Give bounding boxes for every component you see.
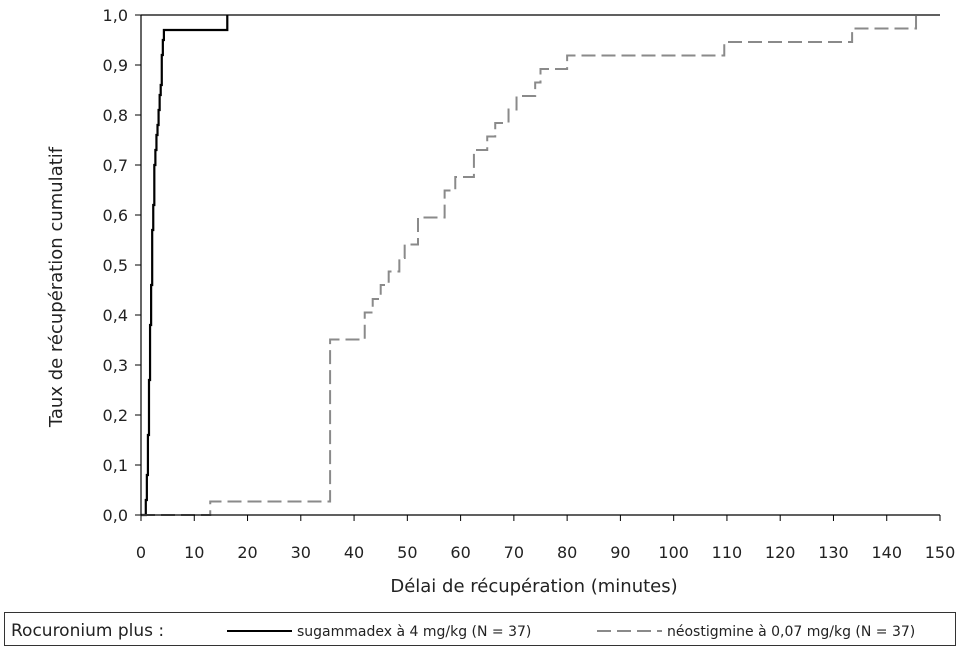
y-tick-label: 0,7 xyxy=(103,156,128,175)
x-tick-label: 20 xyxy=(237,543,257,562)
y-tick-label: 0,3 xyxy=(103,356,128,375)
x-tick-label: 70 xyxy=(504,543,524,562)
legend-prefix: Rocuronium plus : xyxy=(11,621,164,641)
x-tick-label: 130 xyxy=(818,543,849,562)
y-tick-label: 0,1 xyxy=(103,456,128,475)
y-tick-label: 0,4 xyxy=(103,306,128,325)
legend-entry-neostigmine: néostigmine à 0,07 mg/kg (N = 37) xyxy=(667,624,915,640)
legend: Rocuronium plus : sugammadex à 4 mg/kg (… xyxy=(4,612,956,646)
legend-entry-sugammadex: sugammadex à 4 mg/kg (N = 37) xyxy=(297,624,531,640)
y-tick-label: 1,0 xyxy=(103,6,128,25)
y-tick-label: 0,9 xyxy=(103,56,128,75)
y-axis-title: Taux de récupération cumulatif xyxy=(46,146,67,428)
series-line-1 xyxy=(141,15,918,516)
x-tick-label: 30 xyxy=(291,543,311,562)
x-tick-label: 0 xyxy=(136,543,146,562)
y-tick-label: 0,2 xyxy=(103,406,128,425)
legend-svg: Rocuronium plus : sugammadex à 4 mg/kg (… xyxy=(11,621,915,641)
x-tick-label: 10 xyxy=(184,543,204,562)
x-tick-label: 150 xyxy=(925,543,956,562)
x-axis-title: Délai de récupération (minutes) xyxy=(390,576,677,597)
y-tick-label: 0,0 xyxy=(103,506,128,525)
x-tick-label: 140 xyxy=(871,543,902,562)
y-tick-label: 0,6 xyxy=(103,206,128,225)
plot-area xyxy=(141,15,918,517)
x-tick-label: 40 xyxy=(344,543,364,562)
axes: 0 10 20 30 40 50 60 70 80 90 100 110 120 130 140 150 0,0… xyxy=(103,6,956,562)
series-line-0 xyxy=(141,15,229,517)
x-tick-label: 90 xyxy=(610,543,630,562)
x-tick-label: 80 xyxy=(557,543,577,562)
x-tick-label: 100 xyxy=(658,543,689,562)
y-tick-label: 0,5 xyxy=(103,256,128,275)
x-tick-label: 110 xyxy=(712,543,743,562)
x-tick-label: 50 xyxy=(397,543,417,562)
x-tick-label: 60 xyxy=(450,543,470,562)
y-tick-label: 0,8 xyxy=(103,106,128,125)
x-tick-label: 120 xyxy=(765,543,796,562)
